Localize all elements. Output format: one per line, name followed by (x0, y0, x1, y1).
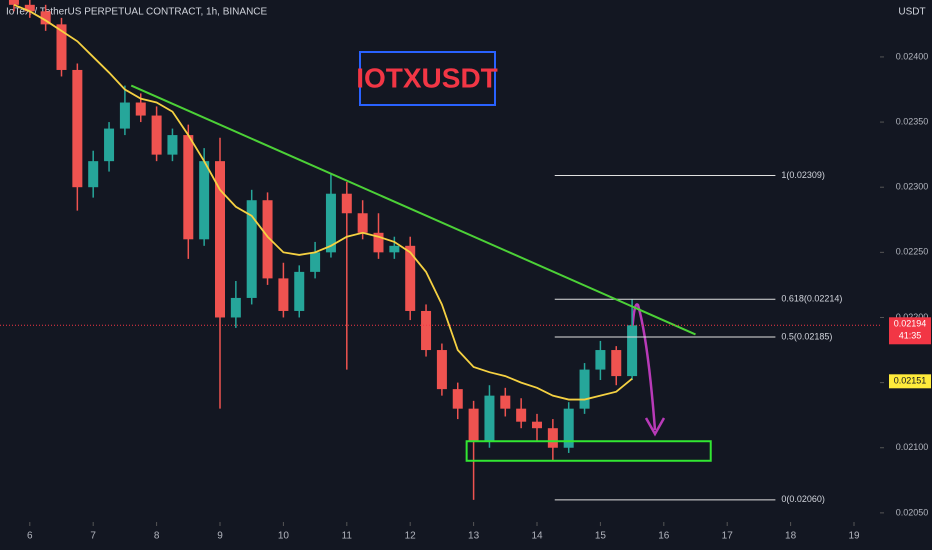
moving-average (13, 3, 633, 401)
candle-body (230, 297, 241, 318)
x-tick-label: 17 (722, 531, 734, 542)
candle-body (373, 232, 384, 253)
candle-body (421, 310, 432, 351)
candle-body (135, 102, 146, 116)
candle-body (151, 115, 162, 155)
candle-body (595, 350, 606, 370)
candle-body (278, 278, 289, 311)
candle-body (611, 350, 622, 377)
y-tick-label: 0.02050 (896, 507, 929, 517)
fib-label: 1(0.02309) (781, 170, 825, 180)
fib-label: 0(0.02060) (781, 494, 825, 504)
candle-body (262, 200, 273, 279)
last-price-label: 0.02194 (894, 319, 927, 329)
y-tick-label: 0.02350 (896, 116, 929, 126)
x-tick-label: 19 (848, 531, 860, 542)
x-tick-label: 16 (658, 531, 670, 542)
candle-body (627, 325, 638, 377)
candle-body (246, 200, 257, 298)
candle-body (183, 135, 194, 240)
candle-body (310, 252, 321, 272)
candle-body (563, 408, 574, 448)
trendline (130, 84, 696, 336)
candle-body (579, 369, 590, 409)
y-tick-label: 0.02300 (896, 182, 929, 192)
y-tick-label: 0.02250 (896, 247, 929, 257)
support-zone (465, 440, 712, 462)
candle-body (8, 0, 19, 5)
x-tick-label: 15 (595, 531, 607, 542)
candle-body (294, 271, 305, 311)
candle-body (500, 395, 511, 409)
x-tick-label: 12 (405, 531, 417, 542)
x-tick-label: 6 (27, 531, 33, 542)
annotation-box (359, 51, 496, 106)
candle-body (436, 350, 447, 390)
candle-body (452, 389, 463, 409)
candle-body (516, 408, 527, 422)
fib-label: 0.618(0.02214) (781, 294, 842, 304)
x-tick-label: 13 (468, 531, 480, 542)
candle-body (357, 213, 368, 233)
candle-body (24, 4, 35, 12)
x-tick-label: 11 (342, 531, 353, 542)
fib-label: 0.5(0.02185) (781, 331, 832, 341)
x-tick-label: 9 (217, 531, 223, 542)
arrow-head (644, 417, 666, 437)
last-price-box (889, 317, 931, 345)
candle-body (547, 428, 558, 448)
candle-body (199, 161, 210, 240)
candle-body (341, 193, 352, 214)
ma-price-box (889, 374, 931, 389)
y-tick-label: 0.02200 (896, 312, 929, 322)
candle-body (40, 11, 51, 25)
candle-body (88, 161, 99, 188)
candle-body (72, 69, 83, 188)
forecast-arrow (630, 303, 657, 431)
y-tick-label: 0.02100 (896, 442, 929, 452)
candle-body (484, 395, 495, 442)
candle-body (389, 245, 400, 253)
chart-title: IoTeX / TetherUS PERPETUAL CONTRACT, 1h,… (6, 7, 268, 18)
countdown: 41:35 (899, 331, 922, 341)
candle-body (56, 24, 67, 70)
x-tick-label: 8 (154, 531, 160, 542)
candle-body (167, 135, 178, 155)
ma-price-label: 0.02151 (894, 376, 927, 386)
x-tick-label: 7 (90, 531, 96, 542)
candle-body (405, 245, 416, 311)
x-tick-label: 10 (278, 531, 290, 542)
candle-body (119, 102, 130, 129)
annotation: IOTXUSDT (356, 62, 498, 93)
x-tick-label: 14 (531, 531, 543, 542)
candle-body (468, 408, 479, 442)
x-tick-label: 18 (785, 531, 797, 542)
candle-body (532, 421, 543, 429)
candle-body (215, 161, 225, 318)
axis-unit: USDT (898, 7, 925, 18)
candle-body (325, 193, 336, 253)
candle-body (104, 128, 115, 162)
y-tick-label: 0.02400 (896, 51, 929, 61)
